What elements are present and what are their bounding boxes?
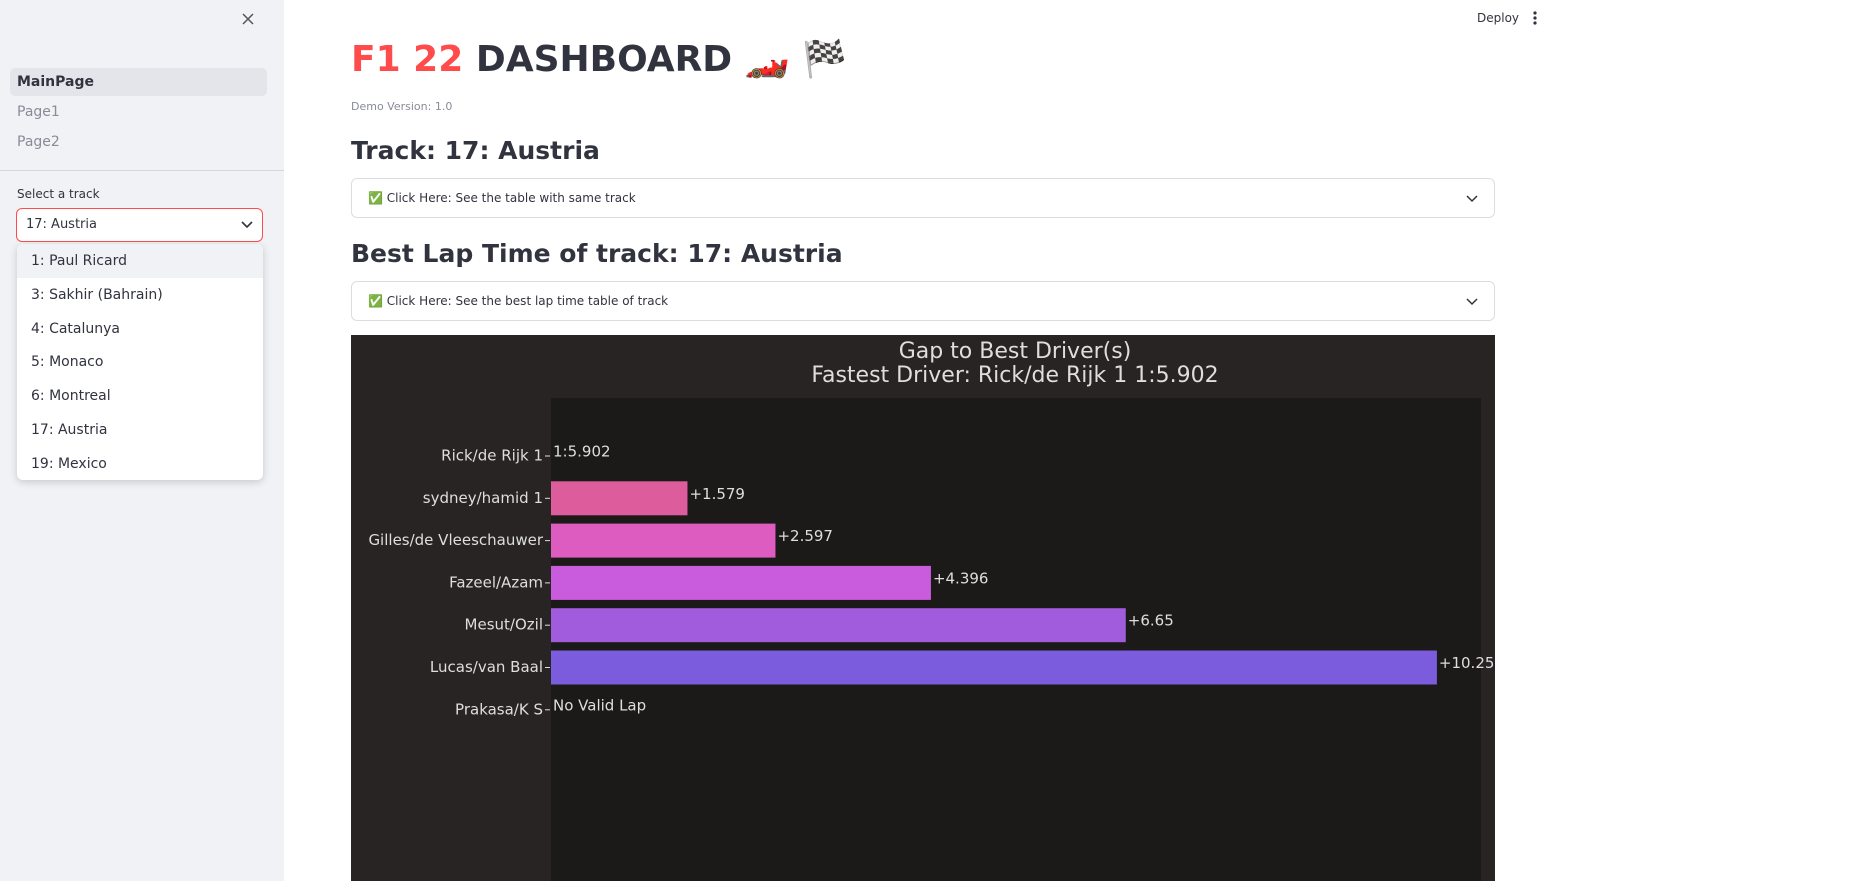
title-accent: F1 22: [351, 39, 464, 80]
chart-title: Gap to Best Driver(s): [899, 339, 1132, 364]
y-tick-label: Mesut/Ozil: [465, 616, 543, 634]
page-title: F1 22 DASHBOARD 🏎️ 🏁: [351, 38, 847, 80]
y-tick-label: Gilles/de Vleeschauwer: [368, 531, 543, 549]
expander-label: ✅ Click Here: See the best lap time tabl…: [368, 294, 669, 308]
dropdown-option[interactable]: 4: Catalunya: [31, 320, 120, 337]
dropdown: 1: Paul Ricard 3: Sakhir (Bahrain) 4: Cata…: [17, 244, 263, 480]
section-heading: Best Lap Time of track: 17: Austria: [351, 239, 843, 268]
chevron: [1466, 298, 1478, 306]
value-label: No Valid Lap: [553, 696, 646, 714]
bar: [551, 565, 931, 600]
y-tick-label: Lucas/van Baal: [430, 658, 543, 676]
value-label: +1.579: [689, 485, 745, 503]
bar: [551, 650, 1437, 685]
chevron: [1466, 195, 1478, 203]
value-label: +2.597: [777, 527, 833, 545]
section-heading: Track: 17: Austria: [351, 136, 600, 165]
menu-button[interactable]: [1531, 10, 1539, 26]
value-label: 1:5.902: [553, 443, 611, 461]
value-label: +6.65: [1128, 612, 1174, 630]
bar: [551, 481, 688, 516]
sidebar: MainPage Page1 Page2 Select a track 17: …: [0, 0, 284, 881]
dropdown-option[interactable]: 17: Austria: [31, 422, 108, 438]
bar: [551, 608, 1126, 643]
title-rest: DASHBOARD 🏎️ 🏁: [475, 39, 847, 80]
divider: [0, 170, 284, 171]
chevron: [241, 221, 253, 229]
dropdown-option[interactable]: 1: Paul Ricard: [17, 244, 263, 278]
y-tick-label: Rick/de Rijk 1: [441, 447, 543, 465]
version: Demo Version: 1.0: [351, 100, 453, 113]
chart-title: Fastest Driver: Rick/de Rijk 1 1:5.902: [811, 363, 1218, 388]
value-label: +10.25: [1439, 654, 1495, 672]
chart: Gap to Best Driver(s)Fastest Driver: Ric…: [351, 335, 1495, 881]
y-tick-label: Fazeel/Azam: [449, 573, 543, 591]
close-button[interactable]: [241, 12, 255, 26]
y-tick-label: sydney/hamid 1: [423, 489, 543, 507]
expander-label: ✅ Click Here: See the table with same tr…: [368, 191, 636, 205]
bar: [551, 523, 776, 558]
value-label: +4.396: [933, 569, 989, 587]
nav-item[interactable]: MainPage: [10, 68, 267, 96]
expander[interactable]: ✅ Click Here: See the best lap time tabl…: [351, 281, 1495, 321]
nav-item[interactable]: Page2: [17, 134, 60, 150]
select-value: 17: Austria: [26, 217, 97, 232]
dropdown-option[interactable]: 3: Sakhir (Bahrain): [31, 286, 163, 303]
dropdown-option[interactable]: 5: Monaco: [31, 354, 104, 371]
y-tick-label: Prakasa/K S: [455, 700, 543, 718]
select-label: Select a track: [17, 187, 100, 201]
dropdown-option[interactable]: 6: Montreal: [31, 388, 111, 405]
expander[interactable]: ✅ Click Here: See the table with same tr…: [351, 178, 1495, 218]
deploy-button[interactable]: Deploy: [1477, 11, 1520, 25]
nav-item[interactable]: Page1: [17, 104, 60, 120]
select-box[interactable]: 17: Austria: [16, 208, 263, 242]
dropdown-option[interactable]: 19: Mexico: [31, 455, 107, 472]
